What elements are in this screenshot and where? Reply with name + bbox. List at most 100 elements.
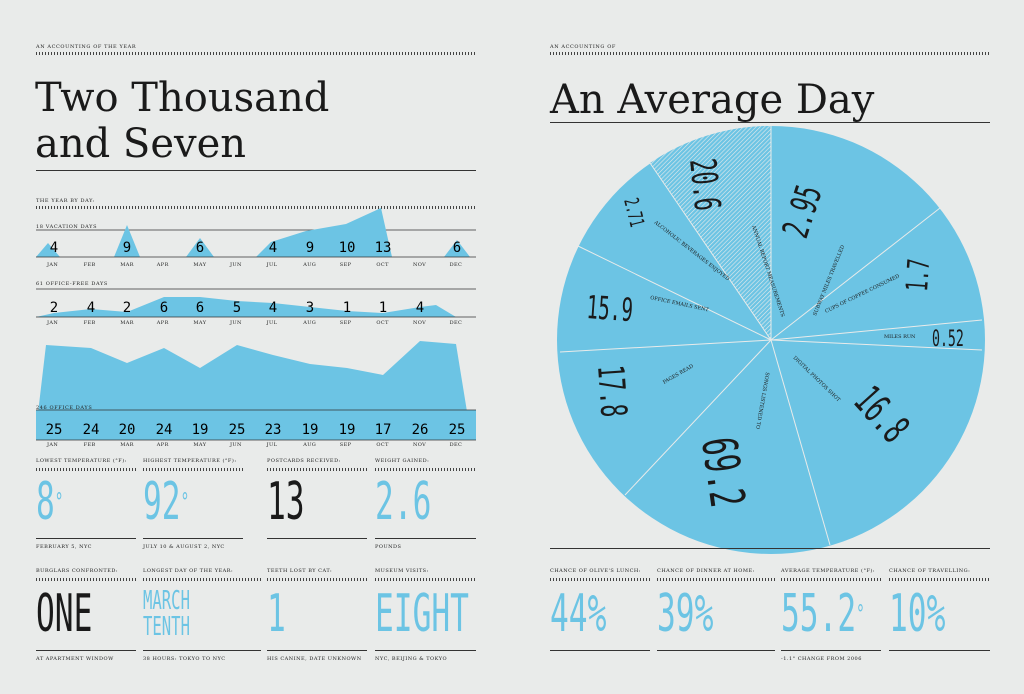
stat-label: HIGHEST TEMPERATURE (°F): bbox=[143, 458, 237, 464]
office-free-value: 5 bbox=[233, 300, 241, 316]
office-free-value: 4 bbox=[416, 300, 424, 316]
stat-label: BURGLARS CONFRONTED: bbox=[36, 568, 119, 574]
left-title-line2: and Seven bbox=[35, 121, 247, 167]
month-label: APR bbox=[156, 442, 169, 448]
stat-foot: FEBRUARY 5, NYC bbox=[36, 544, 93, 550]
stat-foot: AT APARTMENT WINDOW bbox=[36, 656, 114, 662]
stat-label: TEETH LOST BY CAT: bbox=[267, 568, 333, 574]
month-label: MAR bbox=[120, 442, 134, 448]
office-free-label: 61 OFFICE-FREE DAYS bbox=[36, 281, 108, 287]
vacation-value: 6 bbox=[453, 240, 461, 256]
stat-burglars: BURGLARS CONFRONTED: ONE AT APARTMENT WI… bbox=[36, 568, 136, 662]
office-value: 25 bbox=[229, 422, 246, 438]
month-label: JAN bbox=[47, 442, 59, 448]
month-label: SEP bbox=[339, 320, 352, 326]
stat-value: 44% bbox=[550, 584, 607, 644]
month-label: AUG bbox=[303, 442, 317, 448]
month-label: FEB bbox=[83, 262, 96, 268]
month-label: OCT bbox=[376, 320, 389, 326]
office-free-value: 2 bbox=[123, 300, 131, 316]
stats-row-1: LOWEST TEMPERATURE (°F): 8° FEBRUARY 5, … bbox=[36, 458, 476, 558]
office-label: 246 OFFICE DAYS bbox=[36, 405, 93, 411]
month-label: DEC bbox=[449, 262, 463, 268]
month-label: JUN bbox=[230, 442, 242, 448]
title-rule bbox=[36, 170, 476, 171]
office-value: 19 bbox=[302, 422, 319, 438]
right-stats: CHANCE OF OLIVE'S LUNCH: 44% CHANCE OF D… bbox=[550, 568, 990, 668]
pie-value: 69.2 bbox=[690, 434, 755, 510]
stat-value: 2.6 bbox=[375, 472, 432, 532]
pie-bottom-rule bbox=[550, 548, 990, 549]
month-label: SEP bbox=[339, 442, 352, 448]
stat-dinner-home: CHANCE OF DINNER AT HOME: 39% bbox=[657, 568, 775, 651]
month-label: SEP bbox=[339, 262, 352, 268]
pie-label: MILES RUN bbox=[884, 334, 916, 340]
month-label: AUG bbox=[303, 262, 317, 268]
year-by-day-label: THE YEAR BY DAY: bbox=[36, 198, 95, 204]
office-free-value: 6 bbox=[196, 300, 204, 316]
stat-teeth: TEETH LOST BY CAT: 1 HIS CANINE, DATE UN… bbox=[267, 568, 367, 662]
office-months: JAN FEB MAR APR MAY JUN JUL AUG SEP OCT NOV DEC bbox=[36, 442, 476, 450]
left-title-line1: Two Thousand bbox=[35, 75, 330, 121]
vacation-value: 13 bbox=[375, 240, 392, 256]
stat-value: MARCH TENTH bbox=[143, 586, 190, 642]
stat-label: LONGEST DAY OF THE YEAR: bbox=[143, 568, 234, 574]
month-label: DEC bbox=[449, 442, 463, 448]
year-tick-rule bbox=[36, 206, 476, 209]
vacation-value: 10 bbox=[339, 240, 356, 256]
office-free-value: 1 bbox=[343, 300, 351, 316]
pie-value: 17.8 bbox=[590, 364, 636, 419]
stats-row-2: BURGLARS CONFRONTED: ONE AT APARTMENT WI… bbox=[36, 568, 476, 668]
vacation-value: 6 bbox=[196, 240, 204, 256]
pie-value: 0.52 bbox=[932, 327, 964, 352]
stat-postcards: POSTCARDS RECEIVED: 13 bbox=[267, 458, 367, 539]
month-label: JUL bbox=[266, 320, 278, 326]
stat-foot: JULY 10 & AUGUST 2, NYC bbox=[143, 544, 225, 550]
office-value: 20 bbox=[119, 422, 136, 438]
stat-label: CHANCE OF OLIVE'S LUNCH: bbox=[550, 568, 641, 574]
month-label: MAR bbox=[120, 320, 134, 326]
month-label: FEB bbox=[83, 442, 96, 448]
pie-chart: 20.6 ANNUAL REPORT MEASUREMENTS 2.95 SUB… bbox=[557, 125, 985, 554]
stat-museum: MUSEUM VISITS: EIGHT NYC, BEIJING & TOKY… bbox=[375, 568, 476, 662]
month-label: NOV bbox=[413, 442, 427, 448]
stat-value: 10% bbox=[889, 584, 946, 644]
vacation-value: 9 bbox=[123, 240, 131, 256]
month-label: MAY bbox=[193, 320, 207, 326]
office-value: 17 bbox=[375, 422, 392, 438]
stat-weight: WEIGHT GAINED: 2.6 POUNDS bbox=[375, 458, 476, 550]
stat-label: POSTCARDS RECEIVED: bbox=[267, 458, 341, 464]
office-free-value: 2 bbox=[50, 300, 58, 316]
vacation-label: 18 VACATION DAYS bbox=[36, 224, 98, 230]
vacation-months: JAN FEB MAR APR MAY JUN JUL AUG SEP OCT NOV DEC bbox=[36, 262, 476, 270]
stat-value: 13 bbox=[267, 472, 305, 532]
month-label: NOV bbox=[413, 262, 427, 268]
stat-foot: POUNDS bbox=[375, 544, 402, 550]
stat-value: EIGHT bbox=[375, 584, 469, 644]
stat-value: 1 bbox=[267, 584, 286, 644]
stat-value: ONE bbox=[36, 584, 93, 644]
stat-foot: HIS CANINE, DATE UNKNOWN bbox=[267, 656, 362, 662]
office-value: 25 bbox=[449, 422, 466, 438]
month-label: MAR bbox=[120, 262, 134, 268]
month-label: MAY bbox=[193, 262, 207, 268]
month-label: JUL bbox=[266, 262, 278, 268]
stat-label: MUSEUM VISITS: bbox=[375, 568, 429, 574]
month-label: JUL bbox=[266, 442, 278, 448]
kicker-tick-rule bbox=[36, 52, 476, 55]
vacation-value: 4 bbox=[269, 240, 277, 256]
month-label: DEC bbox=[449, 320, 463, 326]
office-free-chart: 2 4 2 6 6 5 4 3 1 1 4 bbox=[36, 288, 476, 318]
office-value: 24 bbox=[156, 422, 173, 438]
stat-foot: -1.1° CHANGE FROM 2006 bbox=[781, 656, 862, 662]
office-value: 26 bbox=[412, 422, 429, 438]
stat-label: CHANCE OF TRAVELLING: bbox=[889, 568, 971, 574]
stat-lowest-temp: LOWEST TEMPERATURE (°F): 8° FEBRUARY 5, … bbox=[36, 458, 136, 550]
office-value: 24 bbox=[83, 422, 100, 438]
stat-travelling: CHANCE OF TRAVELLING: 10% bbox=[889, 568, 990, 651]
vacation-chart: 4 9 6 4 9 10 13 6 bbox=[36, 208, 476, 258]
vacation-values: 4 9 6 4 9 10 13 6 bbox=[50, 240, 461, 256]
month-label: MAY bbox=[193, 442, 207, 448]
month-label: JAN bbox=[47, 320, 59, 326]
office-free-value: 3 bbox=[306, 300, 314, 316]
